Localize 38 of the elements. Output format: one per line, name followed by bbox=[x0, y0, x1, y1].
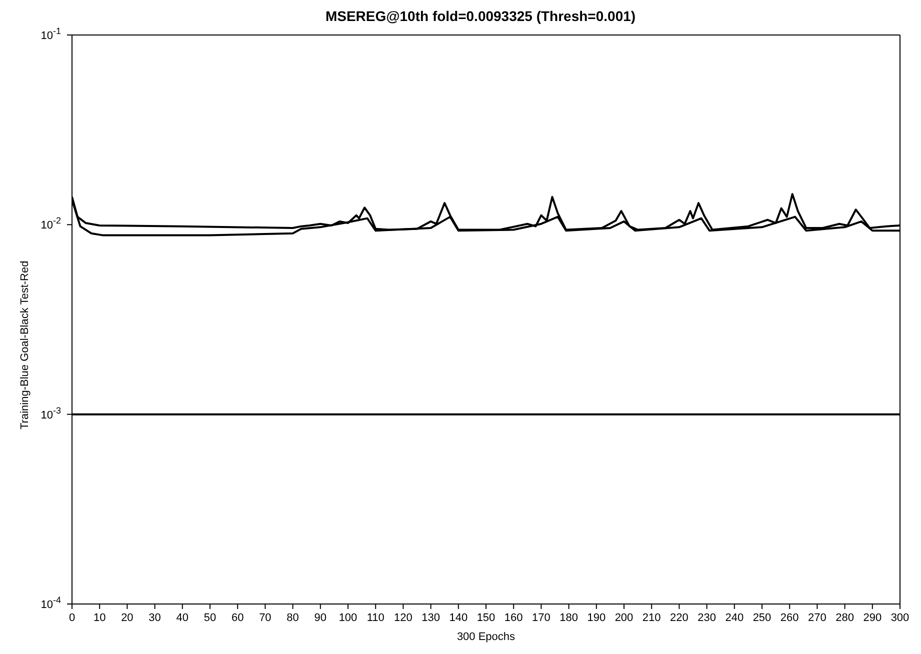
x-axis-title: 300 Epochs bbox=[456, 631, 516, 643]
x-tick-label: 80 bbox=[286, 612, 299, 624]
x-tick-label: 100 bbox=[338, 612, 358, 624]
x-tick-label: 160 bbox=[504, 612, 523, 624]
x-tick-label: 210 bbox=[642, 612, 661, 624]
x-tick-label: 280 bbox=[836, 612, 854, 624]
x-tick-label: 170 bbox=[532, 612, 550, 624]
x-tick-label: 10 bbox=[93, 612, 106, 624]
x-tick-label: 290 bbox=[863, 612, 882, 624]
x-tick-label: 300 bbox=[890, 612, 910, 624]
x-tick-label: 120 bbox=[394, 612, 412, 624]
x-tick-label: 190 bbox=[587, 612, 606, 624]
x-tick-label: 0 bbox=[68, 612, 76, 624]
x-tick-label: 110 bbox=[366, 612, 384, 624]
y-tick-label: 10$^{-1}$ bbox=[40, 26, 61, 42]
x-tick-label: 50 bbox=[204, 612, 216, 624]
x-tick-label: 240 bbox=[725, 612, 744, 624]
x-tick-label: 70 bbox=[259, 612, 272, 624]
x-tick-label: 200 bbox=[614, 612, 634, 624]
x-tick-label: 260 bbox=[780, 612, 799, 624]
x-tick-label: 20 bbox=[121, 612, 134, 624]
chart-title: MSEREG@10th fold=0.0093325 (Thresh=0.001) bbox=[324, 8, 637, 26]
x-tick-label: 40 bbox=[176, 612, 189, 624]
x-tick-label: 140 bbox=[449, 612, 468, 624]
y-tick-label: 10$^{-2}$ bbox=[40, 216, 61, 232]
y-axis-title: Training-Blue Goal-Black Test-Red bbox=[18, 260, 31, 430]
x-tick-label: 30 bbox=[148, 612, 161, 624]
y-tick-label: 10$^{-3}$ bbox=[40, 405, 61, 422]
x-tick-label: 90 bbox=[314, 612, 327, 624]
x-tick-label: 60 bbox=[231, 612, 244, 624]
x-tick-label: 270 bbox=[808, 612, 826, 624]
x-tick-label: 130 bbox=[422, 612, 440, 624]
x-tick-label: 230 bbox=[698, 612, 716, 624]
x-tick-label: 250 bbox=[752, 612, 772, 624]
x-tick-label: 180 bbox=[560, 612, 578, 624]
y-tick-label: 10$^{-4}$ bbox=[40, 595, 61, 611]
x-tick-label: 150 bbox=[476, 612, 496, 624]
x-tick-label: 220 bbox=[670, 612, 688, 624]
